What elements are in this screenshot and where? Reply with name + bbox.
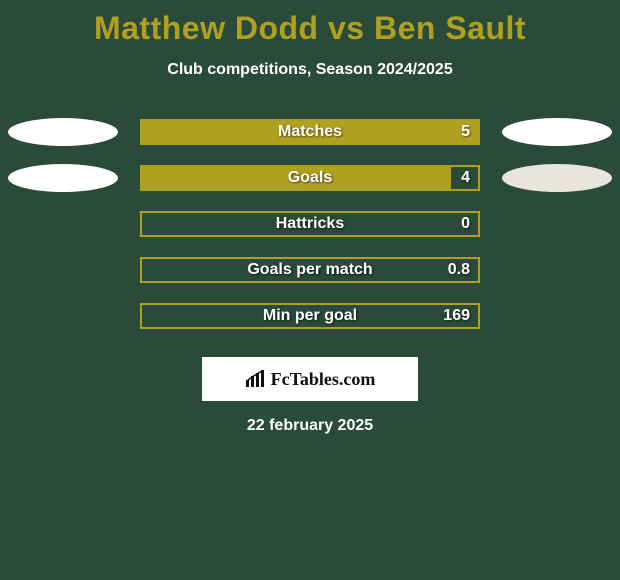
stat-label: Min per goal bbox=[140, 293, 480, 339]
logo-text: FcTables.com bbox=[271, 369, 376, 390]
stat-value: 0 bbox=[461, 201, 470, 247]
logo-box: FcTables.com bbox=[202, 357, 418, 401]
stat-row: Matches5 bbox=[0, 109, 620, 155]
player-right-marker bbox=[502, 164, 612, 192]
stat-row: Goals per match0.8 bbox=[0, 247, 620, 293]
stat-row: Min per goal169 bbox=[0, 293, 620, 339]
bar-chart-icon bbox=[245, 370, 265, 388]
stat-row: Goals4 bbox=[0, 155, 620, 201]
stat-label: Hattricks bbox=[140, 201, 480, 247]
player-left-marker bbox=[8, 118, 118, 146]
stat-row: Hattricks0 bbox=[0, 201, 620, 247]
stat-label: Goals bbox=[140, 155, 480, 201]
stat-value: 0.8 bbox=[448, 247, 470, 293]
stat-value: 5 bbox=[461, 109, 470, 155]
subtitle: Club competitions, Season 2024/2025 bbox=[0, 61, 620, 79]
date-text: 22 february 2025 bbox=[0, 417, 620, 435]
page-title: Matthew Dodd vs Ben Sault bbox=[0, 0, 620, 47]
logo: FcTables.com bbox=[245, 369, 376, 390]
player-left-marker bbox=[8, 164, 118, 192]
stat-label: Matches bbox=[140, 109, 480, 155]
player-right-marker bbox=[502, 118, 612, 146]
stat-value: 169 bbox=[443, 293, 470, 339]
comparison-rows: Matches5Goals4Hattricks0Goals per match0… bbox=[0, 109, 620, 339]
stat-value: 4 bbox=[461, 155, 470, 201]
stat-label: Goals per match bbox=[140, 247, 480, 293]
